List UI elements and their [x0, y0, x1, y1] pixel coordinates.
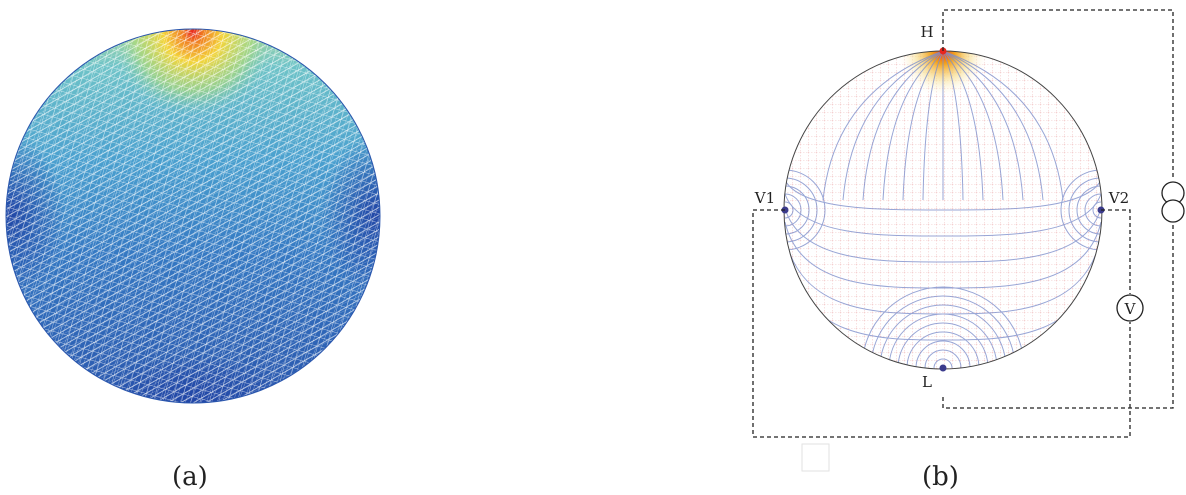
label-v1: V1 [754, 189, 775, 207]
current-source-icon [1161, 181, 1185, 223]
current-line [822, 51, 944, 201]
equipotential-arc [933, 358, 953, 369]
mesh-disk [6, 29, 380, 403]
disk-outline [5, 28, 381, 404]
current-line [942, 51, 984, 201]
current-line [922, 51, 944, 201]
current-line [942, 51, 1064, 201]
panel-a: (a) [5, 28, 381, 492]
label-h: H [920, 23, 933, 41]
current-line [942, 51, 964, 201]
equipotential-curve [784, 179, 1102, 211]
equipotential-arc [870, 295, 1016, 369]
equipotential-arc [1076, 185, 1102, 235]
current-line [942, 51, 1044, 201]
equipotential-curve [784, 221, 1102, 289]
equipotential-curve [784, 235, 1102, 315]
equipotential-arc [784, 169, 826, 251]
equipotential-arc [1092, 201, 1102, 219]
panel-b: V H L V1 V2 (b) [752, 9, 1185, 492]
current-line [942, 51, 1004, 201]
equipotential-arc [897, 322, 989, 369]
equipotential-arc [861, 286, 1025, 369]
equipotential-arc [784, 201, 794, 219]
equipotential-arc [1084, 193, 1102, 227]
current-line [842, 51, 944, 201]
equipotential-arc [784, 185, 810, 235]
circuit-wires [752, 9, 1174, 438]
equipotential-curve [784, 207, 1102, 263]
current-line [882, 51, 944, 201]
equipotential-arc [906, 331, 980, 369]
current-line [942, 51, 1024, 201]
equipotential-arc [784, 177, 818, 243]
equipotential-arc [915, 340, 971, 369]
caption-a: (a) [172, 462, 208, 492]
equipotential-arc [1068, 177, 1102, 243]
caption-b: (b) [922, 462, 959, 492]
placeholder-box [801, 443, 830, 472]
equipotential-arc [784, 193, 802, 227]
label-l: L [922, 373, 932, 391]
voltmeter-icon [1116, 294, 1144, 322]
current-line [862, 51, 944, 201]
equipotential-curve [784, 193, 1102, 237]
electrode-l-dot [939, 364, 947, 372]
equipotential-arc [1060, 169, 1102, 251]
equipotential-arc [879, 304, 1007, 369]
equipotential-lines [784, 51, 1102, 369]
field-disk [784, 51, 1102, 369]
equipotential-arc [924, 349, 962, 369]
label-v2: V2 [1108, 189, 1129, 207]
voltmeter-label: V [1124, 300, 1137, 318]
current-line [902, 51, 944, 201]
